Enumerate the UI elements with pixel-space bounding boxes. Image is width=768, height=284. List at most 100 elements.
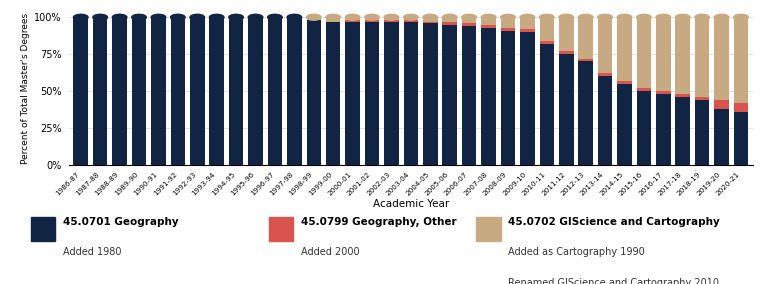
Bar <box>462 17 476 23</box>
Ellipse shape <box>170 14 185 20</box>
Bar <box>578 17 593 59</box>
Bar <box>501 30 515 165</box>
Ellipse shape <box>637 14 651 20</box>
Ellipse shape <box>675 14 690 20</box>
Ellipse shape <box>423 14 438 20</box>
Bar <box>287 17 302 165</box>
Ellipse shape <box>462 14 476 20</box>
Text: Renamed GIScience and Cartography 2010: Renamed GIScience and Cartography 2010 <box>508 277 720 284</box>
Bar <box>482 17 496 25</box>
Ellipse shape <box>404 14 418 20</box>
Bar <box>442 25 457 165</box>
Bar <box>384 22 399 165</box>
Ellipse shape <box>482 14 496 20</box>
Bar <box>714 109 729 165</box>
Bar <box>598 76 612 165</box>
Bar <box>306 20 321 165</box>
Bar <box>617 83 632 165</box>
Bar <box>268 17 282 165</box>
Bar <box>714 17 729 100</box>
Bar <box>404 17 418 20</box>
Bar <box>675 17 690 94</box>
Bar <box>637 17 651 88</box>
Bar <box>559 17 574 51</box>
Bar <box>190 17 204 165</box>
Bar <box>151 17 166 165</box>
Ellipse shape <box>74 14 88 20</box>
Bar <box>462 23 476 26</box>
Ellipse shape <box>733 14 748 20</box>
Text: Added 1980: Added 1980 <box>63 247 121 257</box>
Bar <box>170 17 185 165</box>
Bar <box>520 29 535 32</box>
Bar <box>675 97 690 165</box>
Bar <box>598 73 612 76</box>
Text: 45.0701 Geography: 45.0701 Geography <box>63 217 179 227</box>
Y-axis label: Percent of Total Master's Degrees: Percent of Total Master's Degrees <box>21 12 30 164</box>
Bar <box>112 17 127 165</box>
Bar <box>540 41 554 44</box>
Bar <box>598 17 612 73</box>
Ellipse shape <box>714 14 729 20</box>
Bar <box>520 32 535 165</box>
Bar <box>617 17 632 81</box>
Bar <box>733 103 748 112</box>
Bar <box>346 17 360 20</box>
Bar <box>482 25 496 28</box>
Ellipse shape <box>248 14 263 20</box>
Ellipse shape <box>384 14 399 20</box>
Bar <box>617 81 632 83</box>
Text: 45.0702 GIScience and Cartography: 45.0702 GIScience and Cartography <box>508 217 720 227</box>
Bar <box>675 94 690 97</box>
Bar <box>733 112 748 165</box>
Bar <box>384 20 399 22</box>
Bar <box>346 20 360 22</box>
Bar <box>229 17 243 165</box>
Bar <box>442 22 457 25</box>
Ellipse shape <box>656 14 670 20</box>
Bar <box>637 91 651 165</box>
Bar <box>132 17 147 165</box>
Ellipse shape <box>540 14 554 20</box>
Ellipse shape <box>365 14 379 20</box>
Bar <box>695 17 710 97</box>
Bar <box>365 17 379 20</box>
Bar <box>501 28 515 30</box>
Bar <box>326 17 340 22</box>
Bar <box>93 17 108 165</box>
Bar <box>578 62 593 165</box>
Ellipse shape <box>346 14 360 20</box>
Bar <box>365 22 379 165</box>
Ellipse shape <box>442 14 457 20</box>
Ellipse shape <box>501 14 515 20</box>
Ellipse shape <box>132 14 147 20</box>
Bar <box>656 91 670 94</box>
Bar <box>476 217 501 241</box>
Bar <box>656 17 670 91</box>
Ellipse shape <box>578 14 593 20</box>
Text: Added 2000: Added 2000 <box>301 247 359 257</box>
Bar <box>714 100 729 109</box>
Ellipse shape <box>93 14 108 20</box>
Bar <box>269 217 293 241</box>
Bar <box>559 54 574 165</box>
Ellipse shape <box>229 14 243 20</box>
Bar <box>520 17 535 29</box>
Bar <box>306 17 321 20</box>
Bar <box>578 59 593 62</box>
Bar <box>404 20 418 22</box>
Bar <box>74 17 88 165</box>
Ellipse shape <box>598 14 612 20</box>
Bar <box>482 28 496 165</box>
Ellipse shape <box>268 14 282 20</box>
Ellipse shape <box>151 14 166 20</box>
Ellipse shape <box>190 14 204 20</box>
Bar <box>423 23 438 165</box>
Bar <box>365 20 379 22</box>
Bar <box>656 94 670 165</box>
X-axis label: Academic Year: Academic Year <box>372 199 449 210</box>
Bar <box>423 17 438 22</box>
Ellipse shape <box>306 14 321 20</box>
Bar <box>31 217 55 241</box>
Ellipse shape <box>695 14 710 20</box>
